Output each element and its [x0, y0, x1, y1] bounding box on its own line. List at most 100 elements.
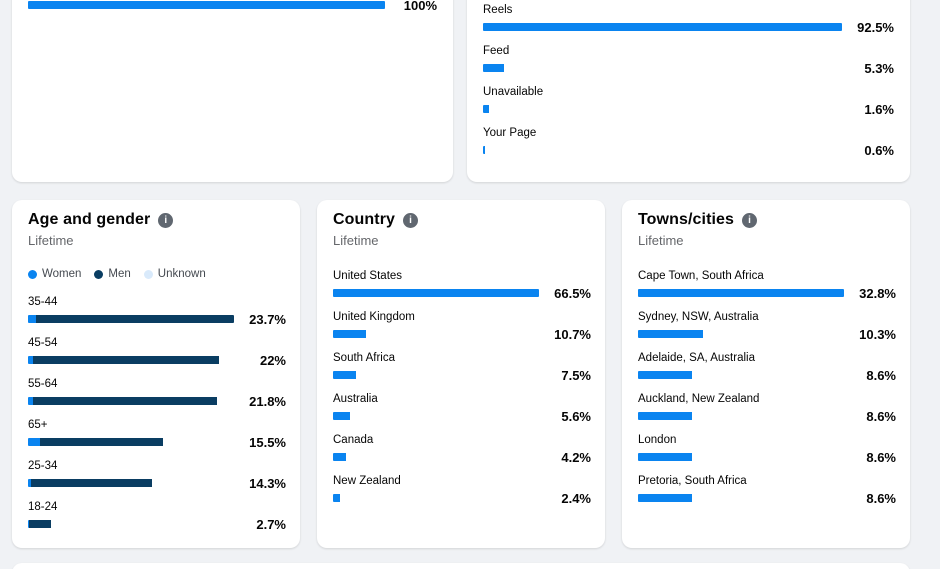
bar-fill [638, 494, 692, 502]
bar-line: 23.7% [28, 311, 286, 327]
bar-row: 25-34 14.3% [28, 459, 286, 491]
bar-line: 14.3% [28, 475, 286, 491]
bar-label: 65+ [28, 419, 48, 431]
bar-row: Your Page 0.6% [483, 126, 894, 158]
bar-label: South Africa [333, 352, 396, 364]
top-left-chart-card: 100% [12, 0, 453, 182]
bar-row: South Africa 7.5% [333, 351, 591, 383]
bar-value: 2.7% [256, 516, 286, 532]
legend-item-unknown[interactable]: Unknown [143, 268, 206, 280]
bar-line: 7.5% [333, 368, 591, 383]
content-format-chart-card: Reels 92.5% Feed 5.3% Unavailable 1.6% Your Pa… [467, 0, 910, 182]
bar-track [638, 494, 844, 502]
bar-line: 1.6% [483, 101, 894, 117]
bar-track [638, 330, 844, 338]
bar-value: 2.4% [561, 490, 591, 506]
bar-track [333, 453, 539, 461]
bar-track [333, 330, 539, 338]
bar-fill [483, 105, 490, 113]
bar-value: 21.8% [249, 393, 286, 409]
bar-segment-men [35, 315, 234, 323]
bar-label: New Zealand [333, 475, 401, 487]
bar-row: United States 66.5% [333, 269, 591, 301]
bar-row: 100% [28, 0, 437, 13]
bar-line: 15.5% [28, 434, 286, 450]
content-format-bars: Reels 92.5% Feed 5.3% Unavailable 1.6% Your Pa… [483, 3, 894, 158]
info-icon[interactable]: i [403, 212, 419, 228]
bar-segment-women [28, 479, 31, 487]
info-icon[interactable]: i [158, 212, 174, 228]
bar-label: United Kingdom [333, 311, 415, 323]
bar-track [28, 438, 234, 446]
bar-row: Feed 5.3% [483, 44, 894, 76]
bar-track [28, 356, 234, 364]
country-title: Country [333, 211, 396, 228]
bar-track [333, 289, 539, 297]
country-subtitle: Lifetime [333, 233, 379, 248]
bar-value: 1.6% [864, 101, 894, 117]
legend-item-men[interactable]: Men [94, 268, 131, 280]
bar-segment-women [28, 356, 34, 364]
bar-fill [333, 412, 351, 420]
bar-track [483, 64, 842, 72]
bar-row: Auckland, New Zealand 8.6% [638, 392, 896, 424]
bar-fill [28, 1, 385, 9]
country-card: Country i Lifetime United States 66.5% Uni… [317, 200, 605, 548]
bar-line: 66.5% [333, 286, 591, 301]
bar-value: 8.6% [866, 490, 896, 506]
bar-row: Pretoria, South Africa 8.6% [638, 474, 896, 506]
bar-label: 35-44 [28, 296, 58, 308]
bar-value: 10.7% [554, 326, 591, 342]
legend-item-women[interactable]: Women [28, 268, 81, 280]
bar-fill [333, 453, 346, 461]
bar-segment-women [28, 520, 29, 528]
legend-dot [143, 269, 153, 279]
bar-fill [638, 453, 692, 461]
bar-line: 92.5% [483, 20, 894, 35]
bar-value: 5.6% [561, 408, 591, 424]
bar-value: 15.5% [249, 434, 286, 450]
bar-value: 23.7% [249, 311, 286, 327]
bar-line: 8.6% [638, 449, 896, 465]
bar-label: Sydney, NSW, Australia [638, 311, 759, 323]
bar-line: 22% [28, 352, 286, 368]
bar-line: 8.6% [638, 409, 896, 424]
bar-value: 22% [259, 352, 286, 368]
bar-line: 4.2% [333, 450, 591, 465]
bar-row: 55-64 21.8% [28, 377, 286, 409]
bar-row: Adelaide, SA, Australia 8.6% [638, 351, 896, 383]
legend-label: Men [108, 268, 131, 280]
bar-label: Pretoria, South Africa [638, 475, 747, 487]
bar-segment-men [28, 520, 52, 528]
bar-value: 100% [403, 0, 437, 13]
bar-label: Canada [333, 434, 374, 446]
country-bars: United States 66.5% United Kingdom 10.7% Sou… [333, 269, 591, 506]
bar-row: Reels 92.5% [483, 3, 894, 35]
bar-line: 8.6% [638, 368, 896, 383]
bar-track [28, 397, 234, 405]
bar-row: United Kingdom 10.7% [333, 310, 591, 342]
bar-fill [638, 371, 692, 379]
bar-row: 18-24 2.7% [28, 500, 286, 532]
bar-label: 55-64 [28, 378, 58, 390]
bar-label: United States [333, 270, 403, 282]
bar-value: 8.6% [866, 449, 896, 465]
bar-value: 14.3% [249, 475, 286, 491]
bar-fill [333, 289, 539, 297]
bar-track [333, 371, 539, 379]
bar-fill [638, 412, 692, 420]
bar-row: 45-54 22% [28, 336, 286, 368]
towns-cities-bars: Cape Town, South Africa 32.8% Sydney, NSW,… [638, 269, 896, 506]
legend-dot [28, 269, 37, 279]
bar-line: 2.4% [333, 490, 591, 506]
bar-line: 5.3% [483, 61, 894, 76]
top-left-bars: 100% [28, 0, 437, 13]
bar-segment-men [30, 479, 153, 487]
bar-track [638, 412, 844, 420]
bar-fill [483, 23, 842, 31]
bar-track [483, 105, 842, 113]
bar-label: Adelaide, SA, Australia [638, 352, 755, 364]
bar-label: London [638, 434, 677, 446]
bar-segment-women [28, 397, 34, 405]
info-icon[interactable]: i [742, 212, 758, 228]
